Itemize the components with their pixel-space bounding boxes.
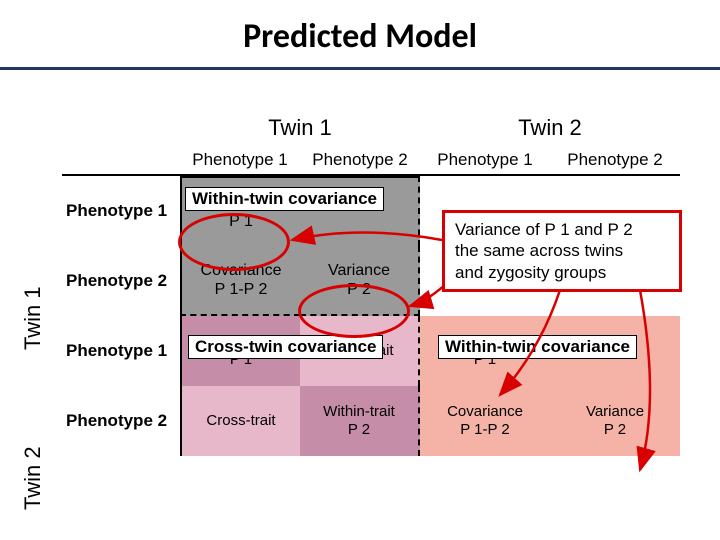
row-t1p2: Phenotype 2 bbox=[62, 246, 180, 316]
row-t1p1: Phenotype 1 bbox=[62, 176, 180, 246]
row-group-twin2: Twin 2 bbox=[20, 446, 46, 510]
ellipse-varp2 bbox=[298, 284, 410, 338]
col-p2: Phenotype 2 bbox=[300, 146, 420, 176]
col-group-twin2: Twin 2 bbox=[420, 110, 680, 146]
row-t2p2: Phenotype 2 bbox=[62, 386, 180, 456]
label-within-2: Within-twin covariance bbox=[438, 335, 637, 359]
callout-variance: Variance of P 1 and P 2the same across t… bbox=[442, 210, 682, 292]
cell-varp2b: VarianceP 2 bbox=[550, 386, 680, 456]
label-within-1: Within-twin covariance bbox=[185, 187, 384, 211]
col-p1-b: Phenotype 1 bbox=[420, 146, 550, 176]
col-group-twin1: Twin 1 bbox=[180, 110, 420, 146]
cell-wtp2: Within-traitP 2 bbox=[300, 386, 420, 456]
col-p1: Phenotype 1 bbox=[180, 146, 300, 176]
ellipse-varp1 bbox=[178, 213, 290, 271]
slide-title: Predicted Model bbox=[0, 0, 720, 67]
title-underline bbox=[0, 67, 720, 70]
cell-covp1p2b: CovarianceP 1-P 2 bbox=[420, 386, 550, 456]
cell-ct2: Cross-trait bbox=[180, 386, 300, 456]
col-p2-b: Phenotype 2 bbox=[550, 146, 680, 176]
row-t2p1: Phenotype 1 bbox=[62, 316, 180, 386]
label-cross: Cross-twin covariance bbox=[188, 335, 383, 359]
row-group-twin1: Twin 1 bbox=[20, 286, 46, 350]
